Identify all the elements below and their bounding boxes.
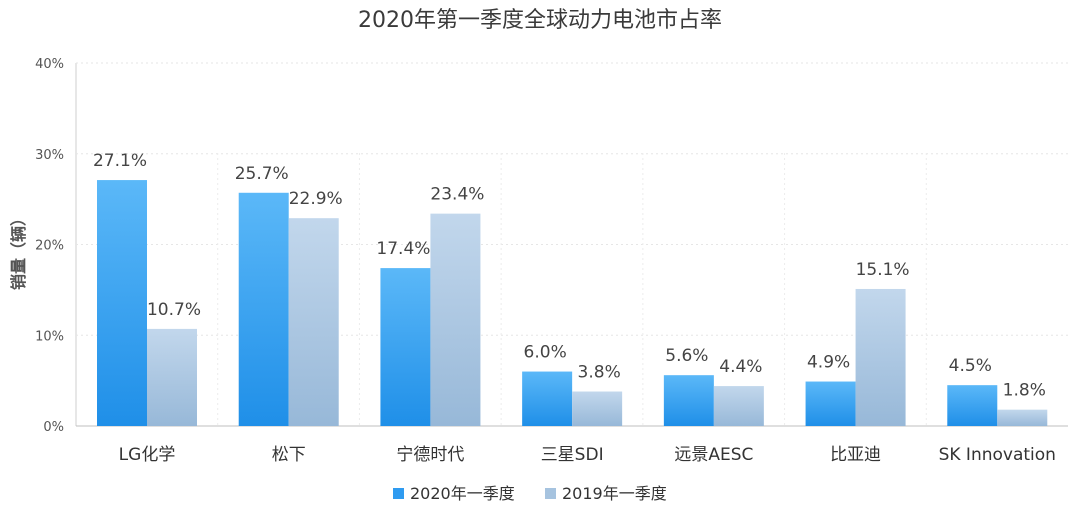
bar-series2: [713, 386, 764, 426]
data-label: 23.4%: [430, 185, 484, 205]
bar-series1: [238, 192, 289, 426]
data-label: 25.7%: [235, 164, 289, 184]
bar-series1: [805, 381, 856, 426]
x-tick-label: 松下: [272, 445, 306, 465]
y-tick-label: 30%: [35, 148, 64, 163]
data-label: 4.4%: [719, 357, 762, 377]
bar-series2: [997, 409, 1048, 426]
bar-series1: [97, 180, 147, 426]
bar-series2: [855, 288, 906, 426]
chart-title: 2020年第一季度全球动力电池市占率: [358, 8, 722, 33]
y-tick-label: 10%: [35, 329, 64, 344]
bar-series2: [430, 213, 481, 426]
bar-series1: [663, 375, 714, 426]
data-label: 17.4%: [376, 239, 430, 259]
data-labels: 27.1% 10.7% 25.7%22.9% 17.4% 23.4% 6.0% 3.8% 5.…: [93, 151, 1046, 401]
x-tick-label: 三星SDI: [541, 445, 604, 465]
legend: 2020年一季度 2019年一季度: [393, 484, 667, 503]
data-label: 6.0%: [524, 343, 567, 363]
bar-series1: [522, 371, 573, 426]
data-label: 10.7%: [147, 300, 201, 320]
x-tick-label: 宁德时代: [396, 445, 464, 465]
y-tick-label: 0%: [43, 420, 64, 435]
data-label: 4.9%: [807, 353, 850, 373]
bar-series1: [947, 385, 998, 426]
legend-swatch: [545, 488, 556, 499]
data-label: 15.1%: [856, 260, 910, 280]
bar-series2: [572, 391, 623, 426]
bar-series2: [288, 218, 339, 426]
bars: [97, 180, 1048, 426]
legend-label: 2020年一季度: [410, 484, 515, 503]
legend-label: 2019年一季度: [562, 484, 667, 503]
y-axis-label: 销量（辆）: [9, 210, 28, 290]
x-tick-label: 比亚迪: [830, 445, 881, 465]
data-label: 22.9%: [289, 189, 343, 209]
legend-swatch: [393, 488, 404, 499]
data-label: 5.6%: [665, 346, 708, 366]
x-axis: LG化学 松下 宁德时代 三星SDI 远景AESC 比亚迪 SK Innovation: [119, 445, 1056, 465]
y-tick-label: 40%: [35, 57, 64, 72]
data-label: 1.8%: [1003, 381, 1046, 401]
y-tick-label: 20%: [35, 239, 64, 254]
x-tick-label: LG化学: [119, 445, 176, 465]
y-axis: 0% 10% 20% 30% 40%: [35, 57, 64, 435]
data-label: 4.5%: [949, 356, 992, 376]
bar-series1: [380, 268, 431, 426]
x-tick-label: SK Innovation: [939, 445, 1056, 465]
data-label: 27.1%: [93, 151, 147, 171]
x-tick-label: 远景AESC: [674, 445, 753, 465]
bar-series2: [147, 328, 197, 426]
data-label: 3.8%: [578, 363, 621, 383]
